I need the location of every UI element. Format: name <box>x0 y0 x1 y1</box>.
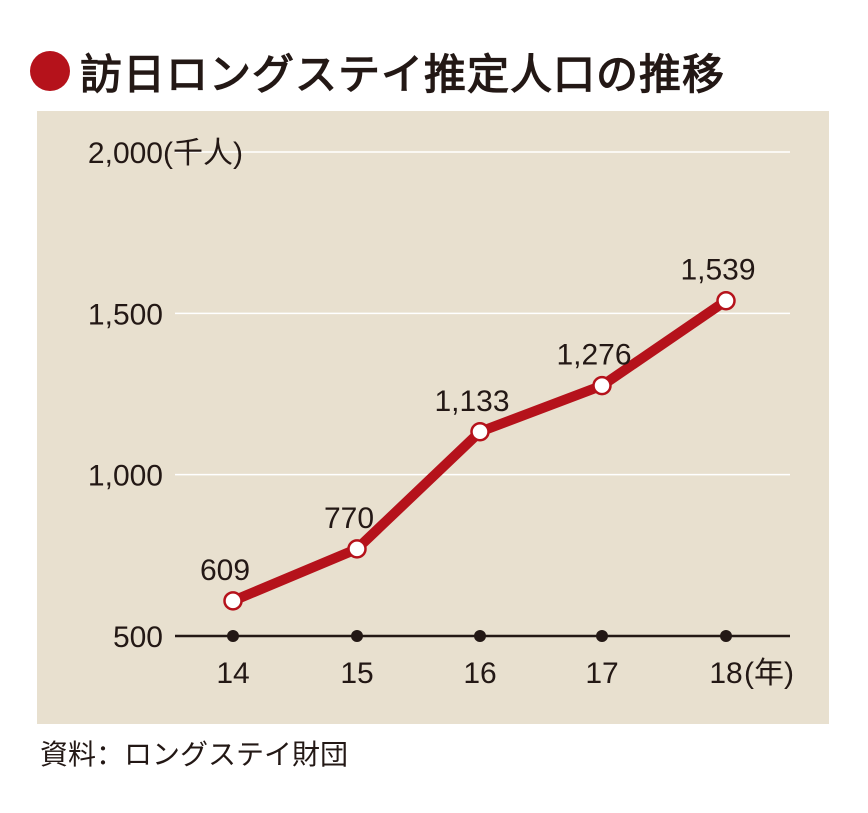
x-tick-dot <box>351 630 363 642</box>
series-line <box>228 295 731 606</box>
x-axis-unit: (年) <box>744 657 794 690</box>
data-point <box>470 422 490 442</box>
y-tick-label: 1,000 <box>88 460 163 493</box>
y-tick-label: 500 <box>113 621 163 654</box>
data-label: 1,276 <box>556 339 631 372</box>
chart-title-row: 訪日ロングステイ推定人口の推移 <box>30 36 725 106</box>
x-tick-dot <box>720 630 732 642</box>
chart-panel <box>37 111 829 724</box>
data-label: 1,133 <box>434 385 509 418</box>
y-tick-label: 1,500 <box>88 298 163 331</box>
source-note: 資料：ロングステイ財団 <box>40 738 349 771</box>
x-tick-label: 15 <box>340 657 373 690</box>
data-point <box>592 375 612 396</box>
y-axis-unit: (千人) <box>163 137 243 170</box>
data-label: 1,539 <box>680 254 755 287</box>
data-point <box>347 539 367 559</box>
x-tick-dot <box>227 630 239 642</box>
data-point <box>716 290 736 311</box>
data-label: 770 <box>324 502 374 535</box>
data-point <box>223 591 243 611</box>
x-tick-label: 18 <box>709 657 742 690</box>
red-bullet-icon <box>30 51 70 91</box>
x-tick-label: 17 <box>585 657 618 690</box>
x-tick-dot <box>474 630 486 642</box>
x-tick-label: 14 <box>216 657 249 690</box>
y-tick-label: 2,000 <box>88 137 163 170</box>
x-tick-dot <box>596 630 608 642</box>
x-tick-label: 16 <box>463 657 496 690</box>
chart-title: 訪日ロングステイ推定人口の推移 <box>80 49 726 99</box>
data-label: 609 <box>200 554 250 587</box>
